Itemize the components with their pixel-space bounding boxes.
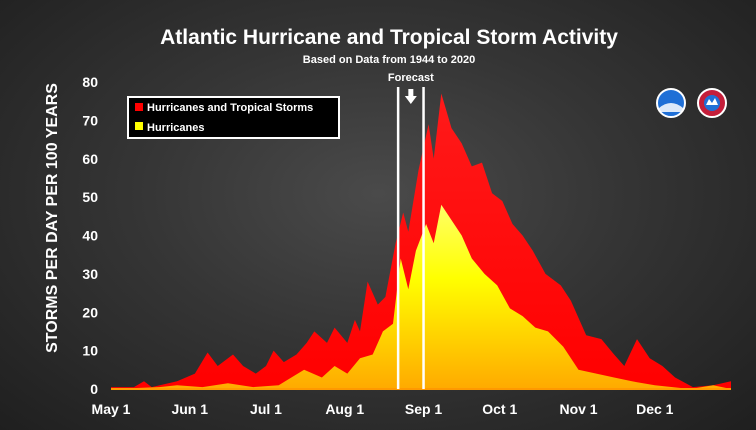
y-tick-label: 40 [82,228,98,244]
forecast-arrow-icon [404,89,417,104]
legend: Hurricanes and Tropical Storms Hurricane… [127,96,340,139]
legend-label-storms: Hurricanes and Tropical Storms [147,102,313,114]
chart-subtitle: Based on Data from 1944 to 2020 [303,54,475,66]
x-tick-label: Jul 1 [250,401,282,417]
x-tick-label: Aug 1 [325,401,364,417]
chart-title: Atlantic Hurricane and Tropical Storm Ac… [160,26,618,49]
x-tick-label: May 1 [92,401,131,417]
y-tick-label: 50 [82,189,98,205]
x-tick-label: Dec 1 [636,401,674,417]
nws-logo [697,88,727,118]
annotations: Forecast [388,72,434,389]
legend-label-hurricanes: Hurricanes [147,122,204,134]
x-tick-label: Jun 1 [171,401,208,417]
x-ticks: May 1 Jun 1 Jul 1 Aug 1 Sep 1 Oct 1 Nov 1 Dec 1 [92,401,674,417]
plot-areas [111,93,731,390]
forecast-label: Forecast [388,72,434,84]
y-tick-label: 20 [82,304,98,320]
y-tick-label: 10 [82,343,98,359]
legend-swatch-hurricanes [135,122,143,130]
y-tick-label: 80 [82,74,98,90]
noaa-logo [656,88,686,118]
y-axis-label: STORMS PER DAY PER 100 YEARS [44,83,61,353]
y-tick-label: 70 [82,112,98,128]
y-ticks: 0 10 20 30 40 50 60 70 80 [82,74,98,397]
x-tick-label: Oct 1 [482,401,517,417]
y-tick-label: 30 [82,266,98,282]
legend-box [127,96,340,139]
legend-swatch-storms [135,103,143,111]
x-tick-label: Nov 1 [559,401,597,417]
series-area-1 [111,204,731,389]
y-tick-label: 0 [90,381,98,397]
x-tick-label: Sep 1 [405,401,443,417]
y-tick-label: 60 [82,151,98,167]
